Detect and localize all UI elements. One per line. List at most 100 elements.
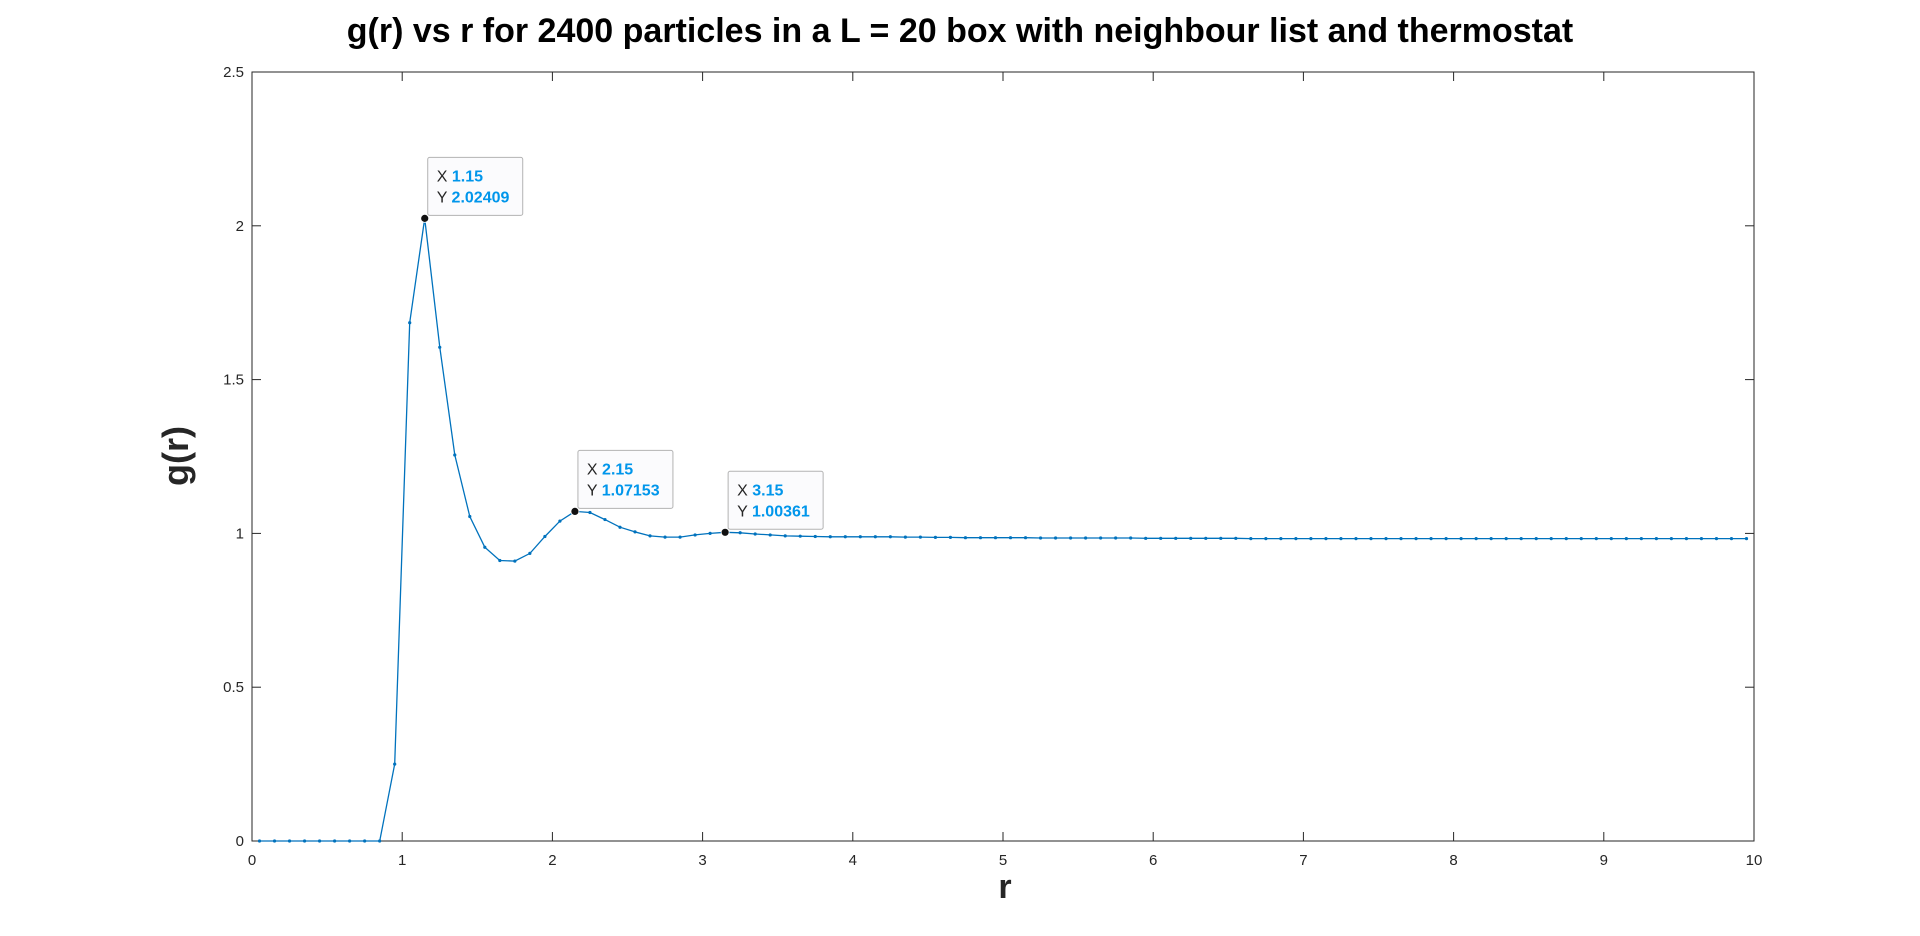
- data-point: [1354, 537, 1358, 541]
- data-point: [1249, 537, 1253, 541]
- x-tick-label: 0: [248, 852, 256, 869]
- datatip-y-label: Y: [737, 503, 752, 520]
- data-point: [1174, 536, 1178, 540]
- data-point: [348, 839, 352, 843]
- x-tick-label: 10: [1746, 852, 1763, 869]
- data-point: [1189, 536, 1193, 540]
- x-tick-label: 9: [1600, 852, 1608, 869]
- datatip-x-label: X: [587, 461, 602, 478]
- data-point: [693, 533, 697, 537]
- x-tick-label: 2: [548, 852, 556, 869]
- data-point: [1324, 537, 1328, 541]
- datatip-marker[interactable]: [720, 527, 730, 537]
- data-point: [438, 345, 442, 349]
- datatip-y: Y 1.07153: [587, 482, 660, 499]
- data-point: [272, 839, 277, 843]
- data-point: [783, 534, 787, 538]
- datatip-x-value: 2.15: [602, 461, 633, 478]
- datatip-x-label: X: [737, 482, 752, 499]
- x-tick-label: 5: [999, 852, 1007, 869]
- chart-title: g(r) vs r for 2400 particles in a L = 20…: [346, 12, 1574, 50]
- data-point: [993, 536, 998, 540]
- data-point: [333, 839, 337, 843]
- data-point: [1699, 537, 1704, 541]
- data-point: [1068, 536, 1073, 540]
- data-point: [1594, 537, 1598, 541]
- data-point: [1084, 536, 1088, 540]
- data-point: [1144, 536, 1148, 540]
- data-point: [1519, 537, 1523, 541]
- data-point: [378, 839, 382, 843]
- data-point: [678, 535, 682, 539]
- datatip-box: [577, 449, 674, 509]
- data-point: [317, 839, 322, 843]
- data-point: [1234, 536, 1238, 540]
- data-point: [738, 531, 742, 535]
- data-point: [798, 534, 802, 538]
- data-point: [1008, 536, 1013, 540]
- datatip-box: [427, 156, 524, 216]
- data-point: [1053, 536, 1058, 540]
- data-point: [918, 535, 922, 539]
- y-tick-label: 0: [236, 833, 244, 850]
- datatip-x-value: 1.15: [452, 168, 483, 185]
- y-tick-label: 2.5: [223, 64, 244, 81]
- x-tick-label: 7: [1299, 852, 1307, 869]
- data-point: [588, 510, 592, 515]
- x-tick-label: 1: [398, 852, 406, 869]
- data-point: [1459, 537, 1463, 541]
- data-point: [483, 545, 487, 549]
- data-point: [1489, 537, 1493, 541]
- datatip-x: X 2.15: [587, 461, 633, 478]
- data-point: [1624, 537, 1628, 541]
- data-point: [393, 762, 397, 766]
- x-tick-label: 6: [1149, 852, 1157, 869]
- y-tick-label: 1.5: [223, 372, 244, 389]
- data-point: [1609, 537, 1613, 541]
- data-point: [1684, 537, 1689, 541]
- datatip-y-value: 2.02409: [452, 189, 510, 206]
- data-point: [648, 534, 652, 538]
- data-point: [1564, 537, 1568, 541]
- data-point: [1129, 536, 1133, 540]
- data-point: [1399, 537, 1403, 541]
- data-point: [1023, 536, 1028, 540]
- data-point: [858, 535, 862, 539]
- series-line: [259, 218, 1747, 842]
- datatip-y-value: 1.00361: [752, 503, 810, 520]
- x-tick-label: 8: [1449, 852, 1457, 869]
- data-point: [363, 839, 367, 843]
- datatip-y: Y 1.00361: [737, 503, 810, 520]
- data-point: [1264, 537, 1268, 541]
- data-point: [1159, 536, 1163, 540]
- datatip-marker[interactable]: [570, 506, 580, 516]
- data-point: [813, 534, 817, 539]
- data-point: [1204, 536, 1208, 540]
- data-point: [1714, 537, 1719, 541]
- data-point: [1114, 536, 1118, 540]
- data-point: [1099, 536, 1103, 540]
- data-point: [1444, 537, 1448, 541]
- datatip-y-label: Y: [437, 189, 452, 206]
- data-point: [1504, 537, 1508, 541]
- data-point: [873, 535, 877, 539]
- data-point: [528, 551, 532, 555]
- datatip-x-value: 3.15: [752, 482, 783, 499]
- datatip-marker[interactable]: [420, 213, 430, 223]
- data-point: [903, 535, 907, 539]
- datatip-box: [727, 470, 824, 530]
- data-point: [978, 536, 983, 540]
- data-point: [933, 535, 938, 539]
- data-point: [1534, 537, 1538, 541]
- data-point: [708, 531, 712, 536]
- data-point: [1038, 536, 1043, 540]
- data-point: [1729, 537, 1734, 541]
- data-point: [963, 536, 968, 540]
- data-point: [1429, 537, 1433, 541]
- data-point: [768, 533, 772, 537]
- data-point: [1339, 537, 1343, 541]
- data-point: [468, 514, 472, 519]
- x-tick-label: 3: [698, 852, 706, 869]
